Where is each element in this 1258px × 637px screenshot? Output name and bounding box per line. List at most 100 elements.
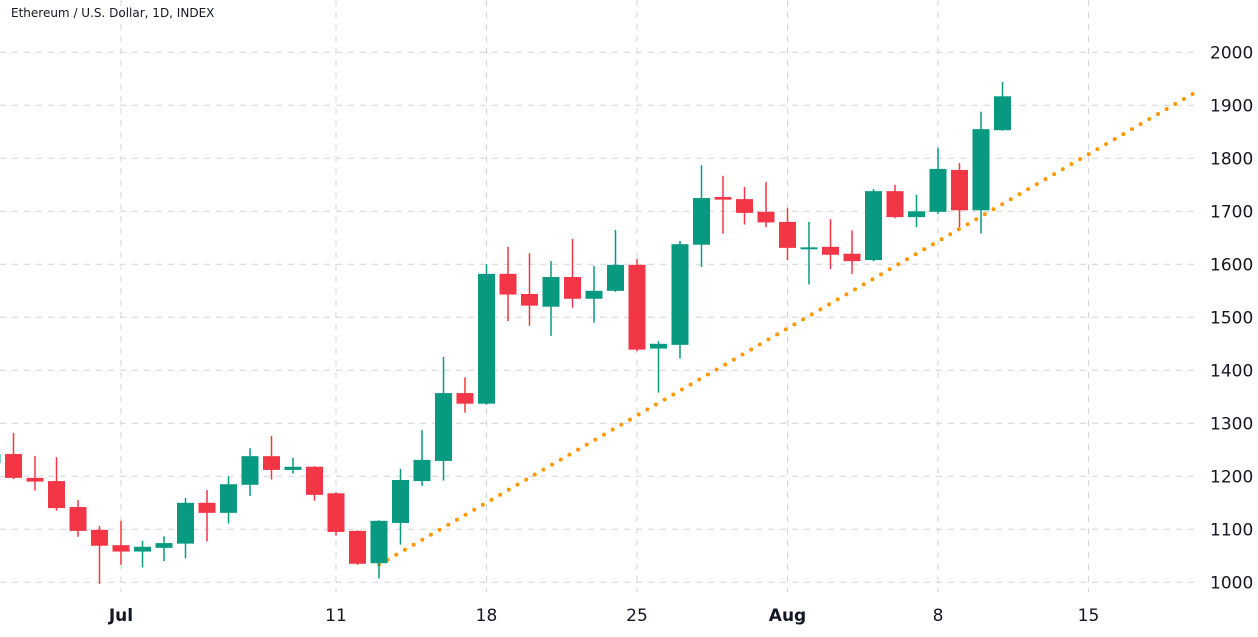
candle-body xyxy=(0,454,1,464)
x-axis: Jul 11 18 25 Aug 8 15 xyxy=(108,606,1099,626)
candle-down xyxy=(714,175,732,234)
candle-body xyxy=(48,481,65,509)
candle-body xyxy=(91,529,108,546)
candle-up xyxy=(865,189,882,262)
candle-body xyxy=(435,393,452,461)
candle-down xyxy=(5,432,22,479)
candles xyxy=(0,81,1011,584)
trendline xyxy=(377,90,1198,567)
x-tick-label: Aug xyxy=(769,606,806,626)
candle-up xyxy=(220,476,237,524)
candle-body xyxy=(843,253,861,262)
candle-body xyxy=(564,277,581,299)
x-tick-label: 8 xyxy=(933,606,944,626)
candle-down xyxy=(757,182,775,228)
candle-up xyxy=(650,341,667,393)
candle-body xyxy=(865,191,882,261)
candle-up xyxy=(994,81,1011,131)
candle-body xyxy=(263,456,280,470)
x-tick-label: 15 xyxy=(1078,606,1100,626)
candle-down xyxy=(628,259,646,352)
candle-down xyxy=(69,500,87,537)
y-tick-label: 1300 xyxy=(1210,414,1253,434)
y-tick-label: 1100 xyxy=(1210,520,1253,540)
candle-down xyxy=(736,186,753,225)
candle-body xyxy=(177,502,194,544)
candle-up xyxy=(413,430,431,486)
candle-body xyxy=(413,459,431,482)
candle-body xyxy=(585,290,603,299)
candle-body xyxy=(26,477,44,482)
candle-up xyxy=(972,111,990,234)
candle-down xyxy=(843,230,861,274)
candle-down xyxy=(327,492,345,536)
candle-body xyxy=(5,454,22,478)
candle-body xyxy=(929,168,947,212)
x-tick-label: 25 xyxy=(626,606,648,626)
candle-up xyxy=(585,265,603,323)
candle-body xyxy=(628,264,646,350)
candle-up xyxy=(800,221,818,285)
candle-up xyxy=(929,147,947,214)
candle-body xyxy=(714,196,732,200)
candle-body xyxy=(822,246,839,255)
trendline-dotted xyxy=(377,90,1198,567)
candle-body xyxy=(69,507,87,531)
candle-up xyxy=(435,357,452,481)
candle-body xyxy=(650,343,667,349)
candle-up xyxy=(607,229,624,292)
candle-up xyxy=(370,520,388,579)
candle-body xyxy=(327,493,345,532)
candle-down xyxy=(886,184,904,219)
y-tick-label: 1500 xyxy=(1210,308,1253,328)
x-tick-label: Jul xyxy=(108,606,133,626)
candle-down xyxy=(779,208,796,261)
y-tick-label: 2000 xyxy=(1210,43,1253,63)
candle-body xyxy=(284,466,302,470)
candle-up xyxy=(0,454,1,464)
candle-down xyxy=(564,238,581,308)
candle-up xyxy=(693,165,710,267)
candle-body xyxy=(951,169,968,211)
chart-title: Ethereum / U.S. Dollar, 1D, INDEX xyxy=(11,6,215,20)
candle-up xyxy=(177,498,194,559)
candle-body xyxy=(220,484,237,513)
candle-body xyxy=(521,293,538,306)
candle-body xyxy=(693,198,710,245)
y-tick-label: 1000 xyxy=(1210,573,1253,593)
candle-down xyxy=(306,466,323,501)
candle-down xyxy=(822,219,839,270)
candle-up xyxy=(155,536,173,562)
candle-body xyxy=(499,273,517,295)
x-tick-label: 18 xyxy=(476,606,498,626)
candle-body xyxy=(994,96,1011,131)
y-tick-label: 1700 xyxy=(1210,202,1253,222)
candle-down xyxy=(48,457,65,511)
y-tick-label: 1200 xyxy=(1210,467,1253,487)
y-tick-label: 1900 xyxy=(1210,96,1253,116)
candle-body xyxy=(607,264,624,291)
candle-down xyxy=(91,526,108,584)
candle-body xyxy=(306,466,323,495)
candle-body xyxy=(349,530,366,564)
candle-body xyxy=(757,211,775,223)
candle-body xyxy=(134,546,151,552)
x-tick-label: 11 xyxy=(325,606,347,626)
candle-up xyxy=(542,261,560,336)
candle-body xyxy=(800,247,818,250)
candle-body xyxy=(886,191,904,218)
candle-up xyxy=(392,468,409,545)
y-tick-label: 1600 xyxy=(1210,255,1253,275)
candle-up xyxy=(284,457,302,474)
y-tick-label: 1800 xyxy=(1210,149,1253,169)
candle-body xyxy=(972,129,990,211)
candle-body xyxy=(671,244,689,345)
candle-body xyxy=(112,545,130,552)
candle-down xyxy=(499,246,517,322)
candle-down xyxy=(521,253,538,326)
candle-body xyxy=(456,393,474,404)
candle-up xyxy=(134,540,151,568)
candle-down xyxy=(26,456,44,491)
candle-down xyxy=(112,520,130,565)
